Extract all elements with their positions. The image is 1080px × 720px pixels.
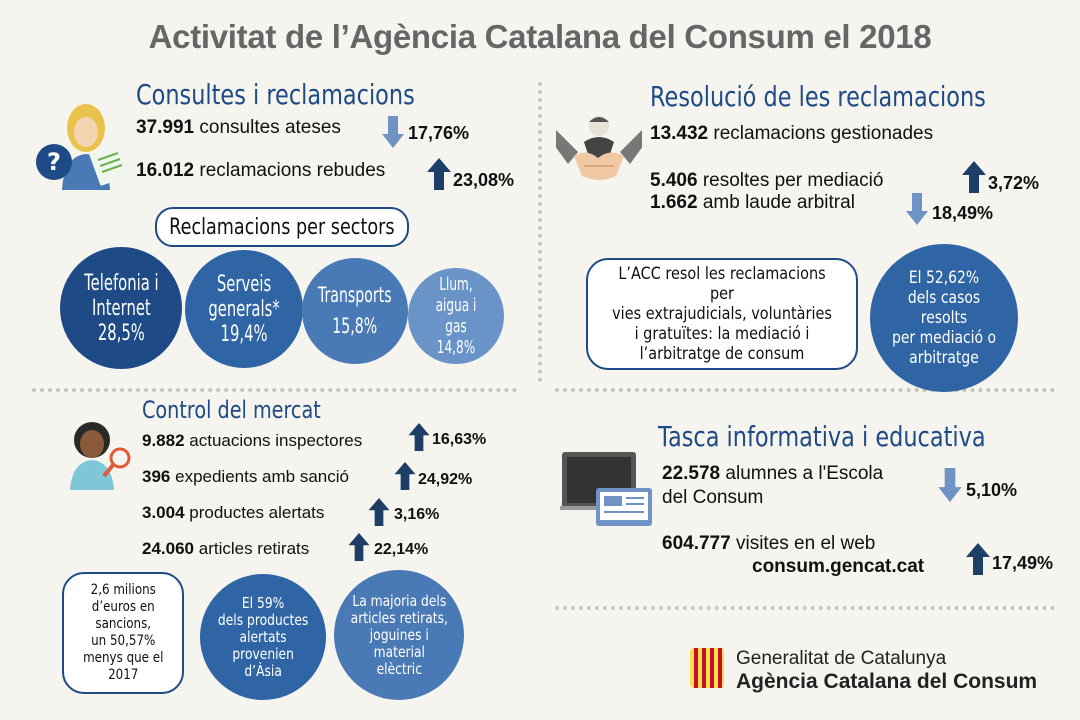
stat-value: 396 (142, 467, 171, 486)
stat-value: 16.012 (136, 160, 195, 181)
sector-circle-transports: Transports 15,8% (302, 258, 408, 364)
control-stat-4: 24.060 articles retirats (142, 539, 309, 559)
stat-label: reclamacions rebudes (199, 160, 386, 181)
consultes-pct-2: 23,08% (453, 170, 515, 190)
arrow-up-icon (427, 158, 451, 190)
horizontal-divider-right (555, 388, 1055, 392)
tasca-pct-2: 17,49% (992, 553, 1054, 573)
sector-value: 28,5% (97, 320, 145, 346)
stat-label: amb laude arbitral (702, 192, 855, 213)
stat-label: reclamacions gestionades (713, 123, 934, 144)
resolucio-stat-3: 1.662 amb laude arbitral (650, 192, 855, 214)
control-sanctions-bubble: 2,6 milions d’euros en sancions, un 50,5… (62, 572, 184, 694)
sector-circle-telefonia: Telefonia i Internet 28,5% (60, 247, 182, 369)
arrow-up-icon (348, 533, 370, 561)
arrow-up-icon (408, 423, 430, 451)
stat-label: actuacions inspectores (189, 431, 363, 450)
tasca-pct-1: 5,10% (966, 480, 1018, 500)
consultes-icon: ? (30, 98, 130, 190)
sectors-label: Reclamacions per sectors (155, 207, 409, 247)
consultes-stat-1: 37.991 consultes ateses (136, 117, 341, 139)
resolucio-title: Resolució de les reclamacions (650, 80, 986, 113)
consultes-pct-1: 17,76% (408, 123, 470, 143)
stat-value: 3.004 (142, 503, 185, 522)
control-circle-asia: El 59% dels productes alertats provenien… (200, 574, 326, 700)
arrow-up-icon (394, 462, 416, 490)
sector-circle-serveis: Serveis generals* 19,4% (185, 250, 303, 368)
sector-value: 14,8% (436, 337, 476, 358)
resolucio-stat-1: 13.432 reclamacions gestionades (650, 123, 933, 145)
tasca-title: Tasca informativa i educativa (658, 420, 986, 453)
stat-value: 13.432 (650, 123, 709, 144)
stat-value: 24.060 (142, 539, 194, 558)
sector-name: Telefonia i Internet (83, 270, 159, 321)
control-stat-3: 3.004 productes alertats (142, 503, 324, 523)
stat-label: visites en el web (735, 533, 876, 554)
stat-value: 22.578 (662, 463, 721, 484)
arrow-down-icon (938, 468, 962, 502)
control-pct-2: 24,92% (418, 471, 473, 488)
svg-text:?: ? (47, 148, 61, 176)
consultes-stat-2: 16.012 reclamacions rebudes (136, 160, 385, 182)
arrow-up-icon (368, 498, 390, 526)
stat-label: productes alertats (189, 503, 325, 522)
control-stat-2: 396 expedients amb sanció (142, 467, 349, 487)
sector-name: Transports (318, 283, 392, 307)
control-pct-4: 22,14% (374, 541, 429, 558)
resolucio-circle: El 52,62% dels casos resolts per mediaci… (870, 244, 1018, 392)
horizontal-divider-bottom-right (555, 606, 1055, 610)
control-pct-1: 16,63% (432, 431, 487, 448)
tasca-stat-1: 22.578 alumnes a l'Escola del Consum (662, 462, 883, 510)
inspector-icon (60, 418, 138, 490)
arrow-up-icon (962, 161, 986, 193)
sector-circle-llum: Llum, aigua i gas 14,8% (408, 268, 504, 364)
footer-line1: Generalitat de Catalunya (736, 648, 947, 669)
control-pct-3: 3,16% (394, 506, 440, 523)
handshake-icon (552, 112, 646, 188)
arrow-down-icon (382, 116, 404, 148)
resolucio-pct-2: 18,49% (932, 203, 994, 223)
control-title: Control del mercat (142, 396, 321, 424)
tasca-web-link[interactable]: consum.gencat.cat (752, 556, 925, 577)
stat-label: consultes ateses (199, 117, 341, 138)
stat-value: 604.777 (662, 533, 731, 554)
arrow-down-icon (906, 193, 928, 225)
sector-value: 15,8% (332, 314, 378, 338)
consultes-title: Consultes i reclamacions (136, 78, 415, 111)
resolucio-pct-1: 3,72% (988, 173, 1040, 193)
footer-line2: Agència Catalana del Consum (736, 670, 1038, 693)
generalitat-logo (690, 648, 724, 688)
stat-label: expedients amb sanció (175, 467, 349, 486)
stat-value: 1.662 (650, 192, 698, 213)
control-circle-retirats: La majoria dels articles retirats, jogui… (334, 570, 464, 700)
stat-value: 5.406 (650, 170, 698, 191)
stat-label: resoltes per mediació (702, 170, 884, 191)
horizontal-divider-left (32, 388, 517, 392)
page-title: Activitat de l’Agència Catalana del Cons… (148, 18, 932, 55)
vertical-divider-top (538, 82, 542, 382)
resolucio-info-bubble: L’ACC resol les reclamacions per vies ex… (586, 258, 858, 370)
sector-value: 19,4% (220, 321, 268, 347)
sector-name: Llum, aigua i gas (435, 274, 477, 337)
resolucio-stat-2: 5.406 resoltes per mediació (650, 170, 883, 192)
arrow-up-icon (966, 543, 990, 575)
sector-name: Serveis generals* (208, 271, 280, 322)
tasca-stat-2: 604.777 visites en el web (662, 532, 875, 556)
stat-value: 9.882 (142, 431, 185, 450)
screen-icon (560, 448, 656, 530)
stat-label: articles retirats (198, 539, 310, 558)
stat-label-line2: del Consum (662, 487, 764, 508)
stat-value: 37.991 (136, 117, 195, 138)
stat-label: alumnes a l'Escola (725, 463, 884, 484)
control-stat-1: 9.882 actuacions inspectores (142, 431, 362, 451)
